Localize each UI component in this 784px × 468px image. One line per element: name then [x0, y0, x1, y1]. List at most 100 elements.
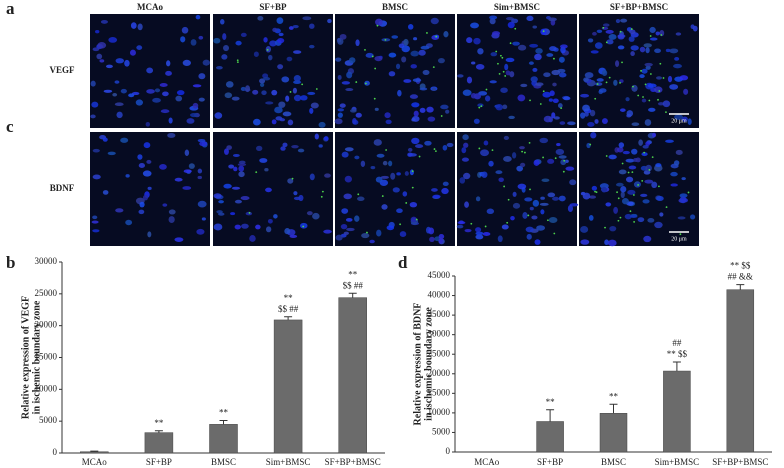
nucleus: [615, 60, 620, 68]
nucleus: [601, 69, 608, 76]
nucleus: [654, 48, 661, 54]
green-signal: [484, 225, 487, 228]
nucleus: [491, 31, 501, 36]
nucleus: [532, 25, 538, 29]
nucleus: [355, 39, 360, 47]
nucleus: [464, 201, 469, 208]
nucleus: [345, 88, 354, 92]
nucleus: [466, 37, 473, 44]
green-signal: [498, 72, 501, 75]
significance-label: ##: [672, 338, 682, 348]
nucleus: [525, 226, 534, 233]
nucleus: [644, 179, 654, 184]
nucleus: [92, 47, 100, 52]
nucleus: [582, 104, 590, 112]
nucleus: [399, 231, 407, 238]
green-signal: [627, 171, 630, 174]
nucleus: [599, 88, 607, 93]
green-signal: [642, 96, 644, 98]
nucleus: [665, 48, 671, 53]
green-signal: [435, 35, 438, 38]
nucleus: [107, 151, 116, 156]
nucleus: [690, 214, 696, 220]
x-tick-label: BMSC: [211, 457, 236, 467]
green-signal: [542, 90, 545, 93]
nucleus: [176, 90, 185, 96]
significance-label: $$ ##: [278, 304, 299, 314]
nucleus: [517, 94, 526, 102]
nucleus: [622, 150, 630, 155]
nucleus: [355, 112, 362, 118]
green-signal: [633, 221, 636, 223]
nucleus: [604, 239, 609, 246]
green-signal: [470, 222, 473, 225]
nucleus: [677, 216, 686, 220]
green-signal: [542, 156, 544, 159]
nucleus: [484, 95, 491, 102]
nucleus: [558, 195, 566, 202]
nucleus: [280, 146, 286, 151]
nucleus: [390, 172, 396, 180]
nucleus: [648, 107, 656, 112]
nucleus: [318, 121, 326, 128]
green-signal: [495, 50, 498, 53]
nucleus: [401, 56, 407, 63]
nucleus: [670, 171, 678, 177]
nucleus: [620, 18, 628, 23]
nucleus: [480, 149, 489, 157]
nucleus: [489, 15, 498, 20]
nucleus: [278, 101, 286, 108]
nucleus: [505, 16, 514, 21]
micrograph: [456, 132, 579, 246]
nucleus: [552, 98, 559, 104]
nucleus: [556, 142, 561, 147]
nucleus: [237, 163, 247, 167]
nucleus: [182, 59, 191, 66]
nucleus: [546, 53, 554, 57]
nucleus: [563, 96, 571, 101]
image-background: [213, 14, 333, 128]
nucleus: [168, 117, 173, 124]
nucleus: [530, 76, 538, 83]
nucleus: [587, 122, 595, 127]
green-signal: [528, 141, 531, 144]
nucleus: [543, 72, 551, 78]
nucleus: [125, 174, 130, 178]
green-signal: [563, 159, 566, 162]
nucleus: [534, 53, 542, 61]
green-signal: [385, 149, 388, 151]
nucleus: [282, 142, 288, 148]
nucleus: [501, 224, 509, 230]
nucleus: [509, 71, 515, 78]
x-tick-label: BMSC: [601, 457, 626, 467]
nucleus: [651, 181, 658, 189]
y-tick-label: 5000: [432, 427, 451, 437]
nucleus: [517, 44, 527, 51]
green-signal: [255, 171, 258, 174]
nucleus: [558, 72, 567, 78]
nucleus: [343, 231, 349, 236]
green-signal: [641, 179, 644, 182]
green-signal: [266, 49, 269, 51]
nucleus: [147, 186, 152, 191]
scale-bar-label: 20 μm: [671, 236, 687, 242]
nucleus: [137, 154, 143, 160]
green-signal: [411, 186, 414, 189]
nucleus: [403, 38, 409, 46]
nucleus: [300, 95, 308, 101]
nucleus: [429, 236, 435, 243]
nucleus: [470, 93, 477, 99]
significance-label: **: [219, 408, 229, 418]
nucleus: [478, 91, 488, 96]
nucleus: [337, 108, 345, 112]
nucleus: [263, 37, 268, 43]
nucleus: [386, 225, 395, 231]
nucleus: [644, 119, 652, 126]
nucleus: [532, 199, 540, 207]
green-signal: [594, 190, 596, 193]
scale-bar-label: 20 μm: [671, 118, 687, 124]
nucleus: [625, 158, 635, 163]
nucleus: [184, 149, 190, 157]
green-signal: [679, 233, 682, 236]
nucleus: [240, 196, 250, 201]
